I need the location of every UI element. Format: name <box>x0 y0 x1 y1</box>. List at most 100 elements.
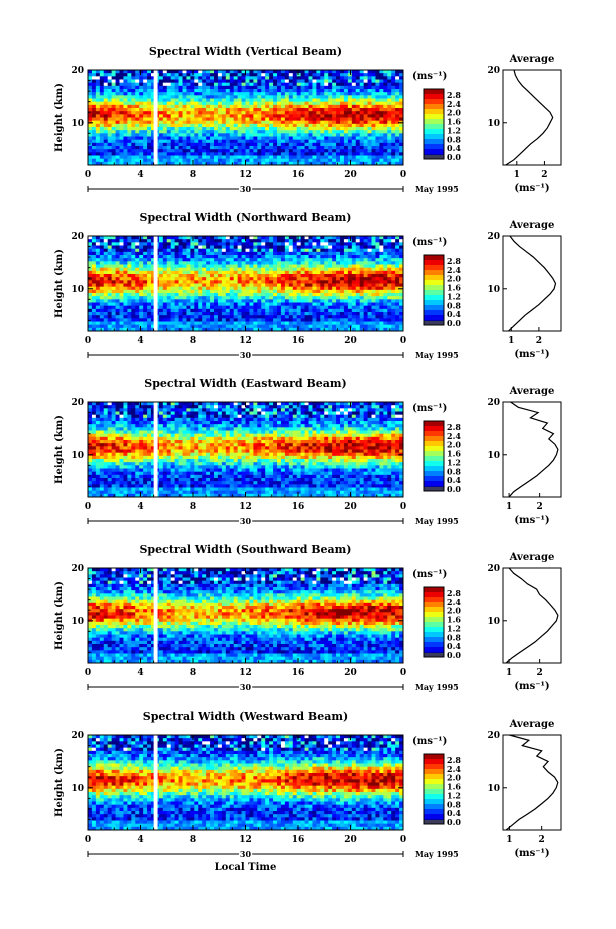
heatmap-cell <box>371 286 376 291</box>
heatmap-cell <box>174 312 179 316</box>
heatmap-cell <box>351 261 357 265</box>
heatmap-cell <box>288 277 294 281</box>
heatmap-cell <box>237 305 242 310</box>
colorbar-swatch <box>424 89 444 95</box>
heatmap-cell <box>296 245 302 250</box>
heatmap-cell <box>241 139 246 144</box>
heatmap-cell <box>186 104 191 109</box>
heatmap-cell <box>257 245 262 250</box>
heatmap-cell <box>245 302 250 307</box>
heatmap-cell <box>127 258 132 262</box>
heatmap-cell <box>320 149 325 153</box>
heatmap-cell <box>229 318 235 322</box>
heatmap-cell <box>170 152 176 156</box>
heatmap-cell <box>214 308 219 313</box>
heatmap-cell <box>269 299 274 303</box>
heatmap-cell <box>107 248 113 253</box>
heatmap-cell <box>332 286 337 291</box>
heatmap-cell <box>284 261 290 265</box>
heatmap-cell <box>304 149 309 153</box>
heatmap-cell <box>119 270 124 275</box>
heatmap-cell <box>214 289 219 294</box>
heatmap-cell <box>143 117 148 122</box>
heatmap-cell <box>261 296 266 300</box>
heatmap-cell <box>312 286 317 291</box>
average-profile-line <box>508 235 557 332</box>
heatmap-cell <box>316 258 321 262</box>
heatmap-cell <box>328 139 333 144</box>
heatmap-cell <box>304 82 309 87</box>
heatmap-cell <box>115 79 120 84</box>
heatmap-cell <box>355 114 361 118</box>
heatmap-cell <box>162 117 168 122</box>
heatmap-cell <box>178 305 183 310</box>
heatmap-cell <box>284 89 290 93</box>
heatmap-cell <box>296 82 302 87</box>
heatmap-cell <box>217 324 223 329</box>
heatmap-cell <box>206 302 211 307</box>
heatmap-cell <box>363 274 368 278</box>
heatmap-cell <box>115 111 120 115</box>
heatmap-cell <box>316 264 321 269</box>
heatmap-cell <box>214 315 219 319</box>
heatmap-cell <box>328 114 333 118</box>
heatmap-cell <box>387 85 392 90</box>
heatmap-cell <box>395 120 400 125</box>
heatmap-cell <box>123 117 128 122</box>
heatmap-cell <box>324 152 329 156</box>
heatmap-cell <box>383 127 388 131</box>
heatmap-cell <box>284 133 290 137</box>
heatmap-cell <box>292 267 298 272</box>
heatmap-cell <box>174 251 179 256</box>
heatmap-cell <box>277 98 282 103</box>
heatmap-cell <box>351 312 357 316</box>
heatmap-cell <box>178 161 183 166</box>
heatmap-cell <box>375 258 380 262</box>
heatmap-cell <box>214 89 219 93</box>
heatmap-cell <box>147 111 152 115</box>
heatmap-cell <box>300 139 305 144</box>
heatmap-cell <box>351 104 357 109</box>
heatmap-cell <box>277 95 282 99</box>
heatmap-cell <box>237 274 242 278</box>
heatmap-cell <box>229 127 235 131</box>
heatmap-cell <box>206 152 211 156</box>
heatmap-cell <box>107 136 113 141</box>
heatmap-cell <box>182 101 187 106</box>
heatmap-cell <box>198 327 203 332</box>
heatmap-cell <box>178 239 183 243</box>
heatmap-cell <box>316 293 321 297</box>
heatmap-cell <box>391 318 396 322</box>
heatmap-cell <box>210 98 215 103</box>
heatmap-cell <box>91 248 97 253</box>
heatmap-cell <box>379 130 384 134</box>
heatmap-cell <box>343 305 349 310</box>
heatmap-cell <box>332 92 337 96</box>
heatmap-cell <box>296 289 302 294</box>
heatmap-cell <box>217 280 223 284</box>
heatmap-cell <box>178 267 183 272</box>
heatmap-cell <box>363 280 368 284</box>
heatmap-cell <box>99 98 105 103</box>
heatmap-cell <box>178 79 183 84</box>
heatmap-cell <box>355 289 361 294</box>
heatmap-cell <box>217 104 223 109</box>
heatmap-cell <box>351 283 357 288</box>
heatmap-cell <box>194 258 199 262</box>
heatmap-cell <box>324 248 329 253</box>
heatmap-cell <box>296 305 302 310</box>
heatmap-cell <box>198 277 203 281</box>
heatmap-cell <box>233 117 239 122</box>
heatmap-cell <box>241 315 246 319</box>
heatmap-cell <box>194 236 199 240</box>
heatmap-cell <box>277 158 282 163</box>
heatmap-cell <box>151 264 156 269</box>
heatmap-cell <box>336 152 341 156</box>
heatmap-cell <box>265 123 270 128</box>
heatmap-cell <box>237 321 242 326</box>
heatmap-cell <box>221 161 227 166</box>
heatmap-cell <box>371 293 376 297</box>
heatmap-cell <box>280 139 286 144</box>
heatmap-cell <box>135 242 140 246</box>
heatmap-cell <box>194 98 199 103</box>
